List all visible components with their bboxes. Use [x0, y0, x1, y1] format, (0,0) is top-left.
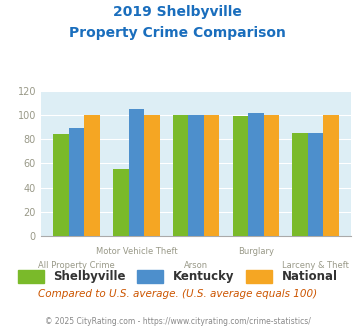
Bar: [204, 115, 219, 236]
Bar: [113, 169, 129, 236]
Text: Property Crime Comparison: Property Crime Comparison: [69, 26, 286, 40]
Bar: [292, 133, 308, 236]
Bar: [189, 115, 204, 236]
Bar: [308, 133, 323, 236]
Bar: [248, 113, 264, 236]
Bar: [69, 128, 84, 236]
Text: Motor Vehicle Theft: Motor Vehicle Theft: [95, 247, 177, 256]
Bar: [173, 115, 189, 236]
Bar: [323, 115, 339, 236]
Text: Larceny & Theft: Larceny & Theft: [282, 261, 349, 270]
Text: 2019 Shelbyville: 2019 Shelbyville: [113, 5, 242, 19]
Bar: [264, 115, 279, 236]
Bar: [129, 109, 144, 236]
Legend: Shelbyville, Kentucky, National: Shelbyville, Kentucky, National: [13, 265, 342, 288]
Text: Arson: Arson: [184, 261, 208, 270]
Bar: [84, 115, 100, 236]
Text: © 2025 CityRating.com - https://www.cityrating.com/crime-statistics/: © 2025 CityRating.com - https://www.city…: [45, 317, 310, 326]
Bar: [53, 134, 69, 236]
Text: All Property Crime: All Property Crime: [38, 261, 115, 270]
Text: Burglary: Burglary: [238, 247, 274, 256]
Bar: [233, 116, 248, 236]
Bar: [144, 115, 160, 236]
Text: Compared to U.S. average. (U.S. average equals 100): Compared to U.S. average. (U.S. average …: [38, 289, 317, 299]
